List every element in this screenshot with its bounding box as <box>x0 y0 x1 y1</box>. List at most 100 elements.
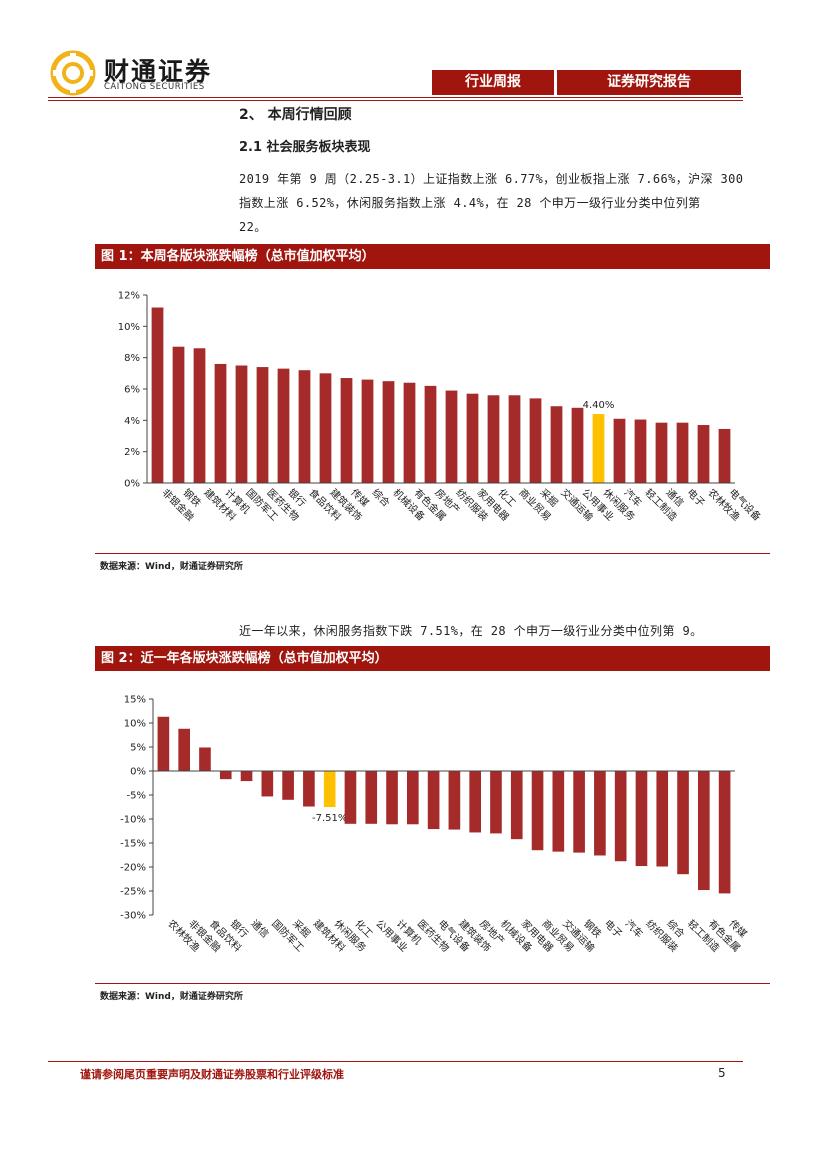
data-label: -7.51% <box>312 813 347 824</box>
bar <box>698 771 710 891</box>
figure-1-title: 图 1：本周各版块涨跌幅榜（总市值加权平均） <box>95 244 770 269</box>
y-tick-label: 4% <box>124 416 140 427</box>
bar <box>469 771 481 833</box>
paragraph-line: 指数上涨 6.52%，休闲服务指数上涨 4.4%，在 28 个申万一级行业分类中… <box>239 196 701 210</box>
bar <box>282 771 294 800</box>
figure-2-bar-chart: 15%10%5%0%-5%-10%-15%-20%-25%-30%农林牧渔非银金… <box>120 695 749 955</box>
bar <box>407 771 419 825</box>
bar <box>219 771 232 780</box>
paragraph-line: 近一年以来，休闲服务指数下跌 7.51%，在 28 个申万一级行业分类中位列第 … <box>239 624 703 638</box>
bar <box>178 728 190 771</box>
bar <box>199 747 211 771</box>
figure-divider <box>95 553 770 554</box>
bar <box>240 771 253 782</box>
bar <box>427 771 440 830</box>
header-divider <box>48 100 743 101</box>
bar <box>365 771 378 824</box>
brand-name-english: CAITONG SECURITIES <box>104 82 205 92</box>
category-label: 汽车 <box>623 917 646 940</box>
bar <box>676 422 689 483</box>
bar <box>550 406 563 483</box>
y-tick-label: 10% <box>118 322 140 333</box>
bar <box>303 771 315 807</box>
bar <box>382 381 395 483</box>
bar <box>573 771 585 853</box>
bar <box>214 363 227 483</box>
caitong-logo-icon <box>50 50 96 96</box>
y-tick-label: 15% <box>124 695 146 706</box>
bar <box>193 348 206 483</box>
y-tick-label: 5% <box>130 743 146 754</box>
figure-2-title: 图 2：近一年各版块涨跌幅榜（总市值加权平均） <box>95 646 770 671</box>
bar <box>157 716 170 771</box>
bar <box>510 771 523 840</box>
paragraph-line: 2019 年第 9 周（2.25-3.1）上证指数上涨 6.77%，创业板指上涨… <box>239 172 744 186</box>
bar <box>466 393 479 483</box>
category-label: 综合 <box>369 486 392 509</box>
bar <box>277 368 290 483</box>
y-tick-label: 12% <box>118 291 140 302</box>
bar <box>403 382 416 483</box>
bar <box>386 771 398 825</box>
category-label: 通信 <box>248 918 271 941</box>
category-label: 电子 <box>684 486 707 509</box>
y-tick-label: -10% <box>120 815 146 826</box>
bar <box>424 385 437 483</box>
bar <box>261 771 274 797</box>
bar <box>718 771 731 894</box>
figure-1-bar-chart: 0%2%4%6%8%10%12%非银金融钢铁 建筑材料计算机国防军工医药生物银行食… <box>118 291 764 524</box>
bar <box>655 422 668 483</box>
bar <box>490 771 502 834</box>
bar <box>656 771 669 867</box>
header-divider <box>48 97 743 98</box>
y-tick-label: 10% <box>124 719 146 730</box>
bar <box>445 390 458 483</box>
highlighted-bar <box>592 414 605 483</box>
bar <box>340 378 353 483</box>
bar <box>448 771 461 830</box>
section-title: 2、 本周行情回顾 <box>239 107 352 123</box>
bar <box>718 428 731 483</box>
category-label: 电子 <box>602 917 625 940</box>
y-tick-label: 0% <box>124 479 140 490</box>
bar <box>256 367 269 483</box>
data-label: 4.40% <box>583 400 615 411</box>
subsection-title: 2.1 社会服务板块表现 <box>239 140 371 155</box>
bar <box>697 425 710 483</box>
highlighted-bar <box>323 771 336 808</box>
figure-divider <box>95 983 770 984</box>
y-tick-label: -30% <box>120 911 146 922</box>
bar <box>614 771 627 862</box>
bar <box>235 365 248 483</box>
bar <box>552 771 565 852</box>
y-tick-label: -15% <box>120 839 146 850</box>
bar <box>319 373 332 483</box>
y-tick-label: 8% <box>124 353 140 364</box>
bar <box>508 395 521 483</box>
figure-2-source: 数据来源：Wind，财通证券研究所 <box>100 992 243 1002</box>
y-tick-label: 0% <box>130 767 146 778</box>
y-tick-label: -20% <box>120 863 146 874</box>
paragraph-line: 22。 <box>239 220 267 234</box>
bar <box>172 346 185 483</box>
footer-divider <box>48 1061 743 1062</box>
y-tick-label: 2% <box>124 447 140 458</box>
bar <box>298 370 311 483</box>
bar <box>571 407 584 483</box>
y-tick-label: -5% <box>127 791 146 802</box>
bar <box>487 395 500 483</box>
bar <box>151 307 164 483</box>
bar <box>529 398 542 483</box>
header-tag-industry-weekly: 行业周报 <box>432 70 554 95</box>
figure-1-source: 数据来源：Wind，财通证券研究所 <box>100 562 243 572</box>
header-tag-research-report: 证券研究报告 <box>557 70 741 95</box>
footer-disclaimer: 谨请参阅尾页重要声明及财通证券股票和行业评级标准 <box>80 1068 344 1081</box>
bar <box>594 771 606 856</box>
bar <box>344 771 357 824</box>
y-tick-label: -25% <box>120 887 146 898</box>
brand-name: 财通证券 <box>104 57 213 86</box>
bar <box>531 771 544 851</box>
bar <box>361 379 374 483</box>
bar <box>635 771 648 867</box>
y-tick-label: 6% <box>124 385 140 396</box>
